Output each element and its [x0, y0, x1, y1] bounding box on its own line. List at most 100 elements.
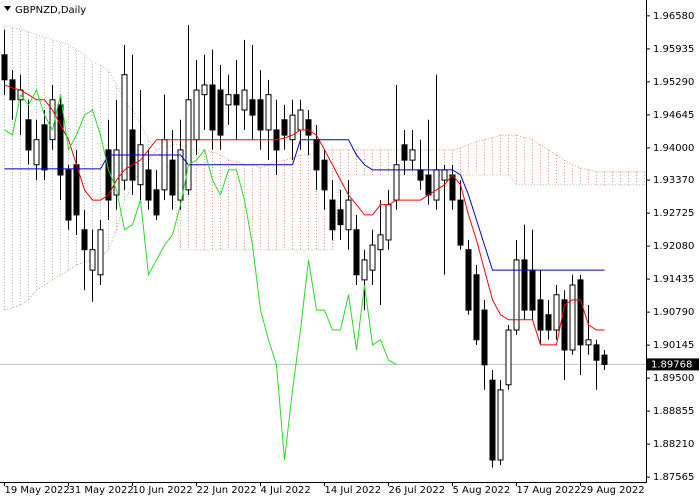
candle-body — [73, 164, 80, 216]
y-tick-label: 1.93370 — [653, 175, 694, 186]
candle-body — [593, 344, 600, 361]
candle-body — [225, 94, 232, 106]
candle-body — [505, 329, 512, 386]
indicator-line — [4, 84, 605, 346]
senkou-a-line — [4, 134, 645, 311]
candle-body — [513, 259, 520, 331]
x-tick-label: 14 Jul 2022 — [325, 485, 382, 496]
candle-body — [241, 89, 248, 111]
candle-body — [193, 89, 200, 141]
y-tick-label: 1.94645 — [653, 110, 694, 121]
candle-body — [553, 294, 560, 331]
candle-body — [33, 139, 40, 166]
candle-body — [489, 379, 496, 461]
candle-body — [545, 314, 552, 331]
candle-body — [249, 99, 256, 116]
candle-body — [185, 99, 192, 191]
candle-body — [385, 204, 392, 241]
x-tick-label: 26 Jul 2022 — [389, 485, 446, 496]
candle-body — [1, 54, 8, 81]
candle-body — [281, 119, 288, 136]
y-tick-label: 1.92080 — [653, 241, 694, 252]
candle-body — [153, 189, 160, 216]
candle-body — [481, 309, 488, 366]
candle-body — [433, 169, 440, 201]
x-tick-label: 19 May 2022 — [5, 485, 70, 496]
candle-body — [537, 299, 544, 331]
candle-body — [521, 259, 528, 311]
last-price-box — [647, 358, 699, 371]
candle-body — [217, 89, 224, 136]
candle-body — [57, 104, 64, 176]
y-tick-label: 1.94000 — [653, 143, 694, 154]
x-tick-label: 10 Jun 2022 — [133, 485, 193, 496]
y-tick-label: 1.89500 — [653, 373, 694, 384]
candle-body — [401, 144, 408, 161]
candle-body — [569, 284, 576, 351]
candle-body — [209, 84, 216, 131]
x-tick-label: 5 Aug 2022 — [453, 485, 511, 496]
candle-body — [161, 139, 168, 191]
indicator-line — [4, 88, 397, 461]
candle-body — [289, 114, 296, 141]
x-tick-label: 17 Aug 2022 — [517, 485, 581, 496]
y-tick-label: 1.95290 — [653, 77, 694, 88]
senkou-b-line — [4, 24, 645, 251]
plot-area — [0, 24, 646, 468]
candle-body — [425, 174, 432, 196]
candle-body — [81, 229, 88, 251]
candle-body — [49, 99, 56, 141]
y-tick-label: 1.88210 — [653, 439, 694, 450]
candle-body — [361, 259, 368, 281]
candle-body — [345, 199, 352, 231]
candle-body — [449, 174, 456, 201]
candle-body — [457, 199, 464, 246]
candle-body — [329, 199, 336, 231]
candle-body — [137, 144, 144, 186]
candle-body — [601, 354, 608, 365]
candle-body — [441, 169, 448, 181]
candle-body — [297, 109, 304, 131]
x-tick-label: 31 May 2022 — [69, 485, 134, 496]
candle-body — [321, 159, 328, 191]
candle-body — [369, 244, 376, 271]
candle-body — [561, 299, 568, 351]
y-tick-label: 1.87565 — [653, 472, 694, 483]
candle-body — [265, 94, 272, 131]
menu-triangle — [4, 6, 11, 11]
indicator-line — [4, 139, 605, 271]
candle-body — [169, 159, 176, 196]
x-tick-label: 4 Jul 2022 — [261, 485, 311, 496]
chart-title: GBPNZD,Daily — [15, 5, 86, 16]
y-tick-label: 1.88855 — [653, 406, 694, 417]
candle-body — [497, 389, 504, 461]
last-price-label: 1.89768 — [651, 359, 692, 370]
candle-body — [97, 229, 104, 276]
candle-body — [113, 149, 120, 196]
candle-body — [417, 169, 424, 181]
candle-body — [65, 169, 72, 221]
y-tick-label: 1.90790 — [653, 307, 694, 318]
candle-body — [337, 209, 344, 226]
candle-body — [353, 229, 360, 276]
y-tick-label: 1.95935 — [653, 44, 694, 55]
candle-body — [377, 234, 384, 251]
y-tick-label: 1.92725 — [653, 208, 694, 219]
candle-body — [473, 274, 480, 341]
candle-body — [577, 279, 584, 346]
candle-body — [9, 79, 16, 101]
candle-body — [257, 99, 264, 131]
candle-body — [465, 249, 472, 311]
y-tick-label: 1.96580 — [653, 11, 694, 22]
candle-body — [121, 74, 128, 181]
candle-body — [89, 249, 96, 271]
y-tick-label: 1.91435 — [653, 274, 694, 285]
candle-body — [305, 119, 312, 136]
candle-body — [177, 149, 184, 201]
candle-body — [145, 169, 152, 201]
y-tick-label: 1.90145 — [653, 340, 694, 351]
candle-body — [409, 149, 416, 161]
candle-body — [41, 124, 48, 171]
